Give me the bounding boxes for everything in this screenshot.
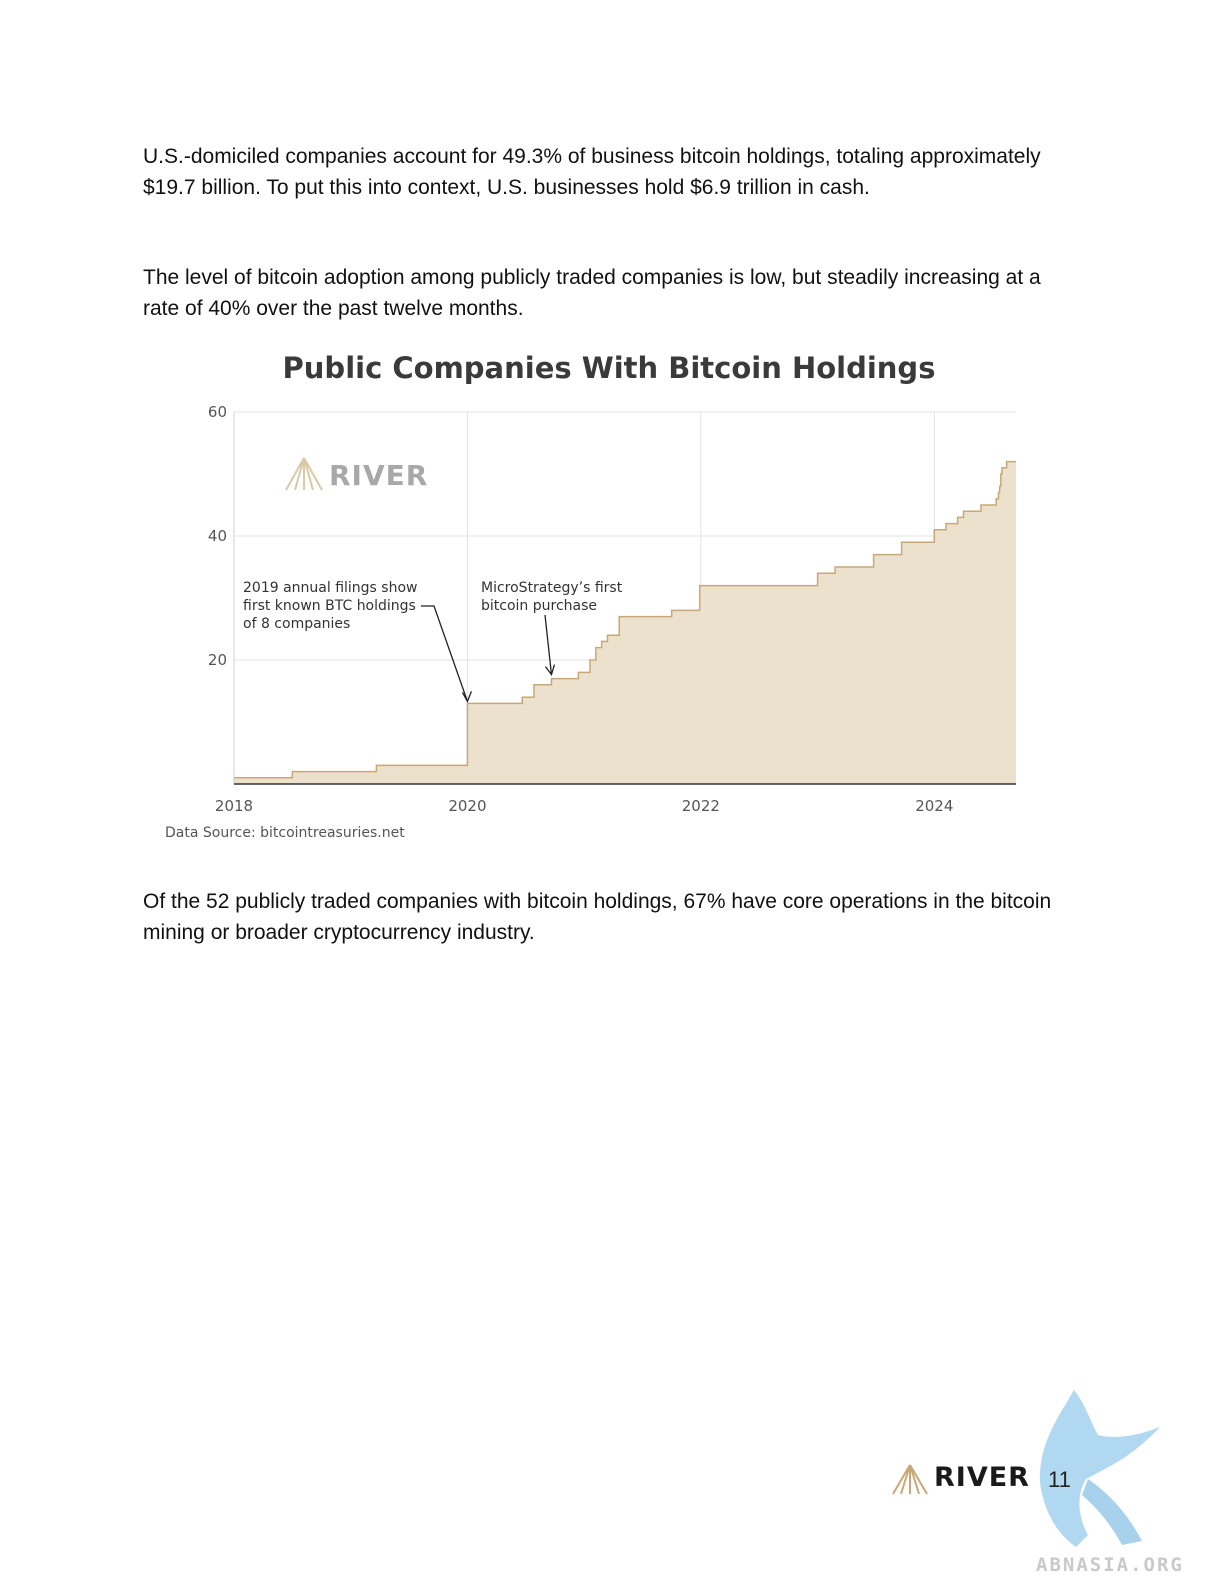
x-tick-label: 2018 [215, 797, 253, 815]
area-fill [234, 461, 1016, 784]
annotation-arrow [544, 614, 553, 675]
page-number: 11 [1048, 1467, 1071, 1492]
annotation-text: MicroStrategy’s first [481, 580, 623, 596]
paragraph-adoption-rate: The level of bitcoin adoption among publ… [143, 266, 1041, 320]
series-line [234, 460, 1016, 779]
x-tick-label: 2022 [682, 797, 720, 815]
river-logo-watermark: RIVER [285, 457, 428, 492]
river-watermark-text: RIVER [329, 459, 428, 492]
y-tick-label: 20 [208, 651, 227, 669]
annotation-text: bitcoin purchase [481, 598, 597, 614]
griffin-watermark-icon [1039, 1390, 1160, 1547]
chart-annotations: 2019 annual filings show first known BTC … [243, 580, 623, 703]
watermark-text: ABNASIA.ORG [1036, 1554, 1184, 1576]
x-tick-label: 2020 [448, 797, 486, 815]
annotation-text: first known BTC holdings [243, 598, 416, 614]
paragraph-us-holdings: U.S.-domiciled companies account for 49.… [143, 145, 1041, 199]
chart-ticks: 20 40 60 2018 2020 2022 2024 [208, 403, 953, 815]
footer-river-logo-icon [892, 1464, 928, 1495]
y-tick-label: 60 [208, 403, 227, 421]
annotation-arrow [421, 605, 469, 702]
annotation-text: 2019 annual filings show [243, 580, 417, 596]
annotation-text: of 8 companies [243, 616, 350, 632]
chart-area [234, 460, 1016, 784]
annotation-arrowhead [461, 691, 473, 703]
paragraph-core-operations: Of the 52 publicly traded companies with… [143, 890, 1052, 944]
river-logo-icon [285, 457, 323, 491]
footer-logo-text: RIVER [934, 1462, 1030, 1493]
x-tick-label: 2024 [915, 797, 953, 815]
annotation-arrowhead [544, 664, 556, 677]
chart-axes [233, 412, 1016, 785]
y-tick-label: 40 [208, 527, 227, 545]
chart-title: Public Companies With Bitcoin Holdings [283, 351, 936, 385]
chart-source: Data Source: bitcointreasuries.net [165, 825, 405, 841]
